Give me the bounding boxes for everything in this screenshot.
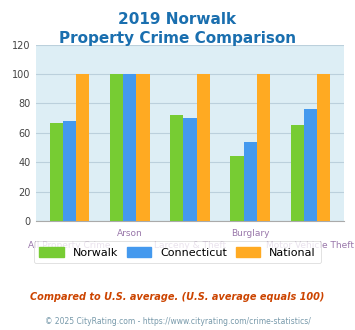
Text: 2019 Norwalk: 2019 Norwalk xyxy=(119,12,236,26)
Bar xyxy=(63,121,76,221)
Bar xyxy=(290,125,304,221)
Bar xyxy=(123,74,136,221)
Text: Compared to U.S. average. (U.S. average equals 100): Compared to U.S. average. (U.S. average … xyxy=(30,292,325,302)
Legend: Norwalk, Connecticut, National: Norwalk, Connecticut, National xyxy=(34,241,321,263)
Text: Burglary: Burglary xyxy=(231,229,269,238)
Bar xyxy=(50,122,63,221)
Text: Motor Vehicle Theft: Motor Vehicle Theft xyxy=(267,241,354,250)
Bar xyxy=(170,115,183,221)
Text: All Property Crime: All Property Crime xyxy=(28,241,111,250)
Bar xyxy=(136,74,149,221)
Bar xyxy=(183,118,197,221)
Text: Larceny & Theft: Larceny & Theft xyxy=(154,241,226,250)
Bar xyxy=(110,74,123,221)
Bar xyxy=(230,156,244,221)
Bar xyxy=(244,142,257,221)
Bar xyxy=(257,74,270,221)
Bar xyxy=(317,74,330,221)
Bar xyxy=(304,109,317,221)
Text: © 2025 CityRating.com - https://www.cityrating.com/crime-statistics/: © 2025 CityRating.com - https://www.city… xyxy=(45,317,310,326)
Text: Arson: Arson xyxy=(117,229,143,238)
Bar xyxy=(76,74,89,221)
Text: Property Crime Comparison: Property Crime Comparison xyxy=(59,31,296,46)
Bar xyxy=(197,74,210,221)
